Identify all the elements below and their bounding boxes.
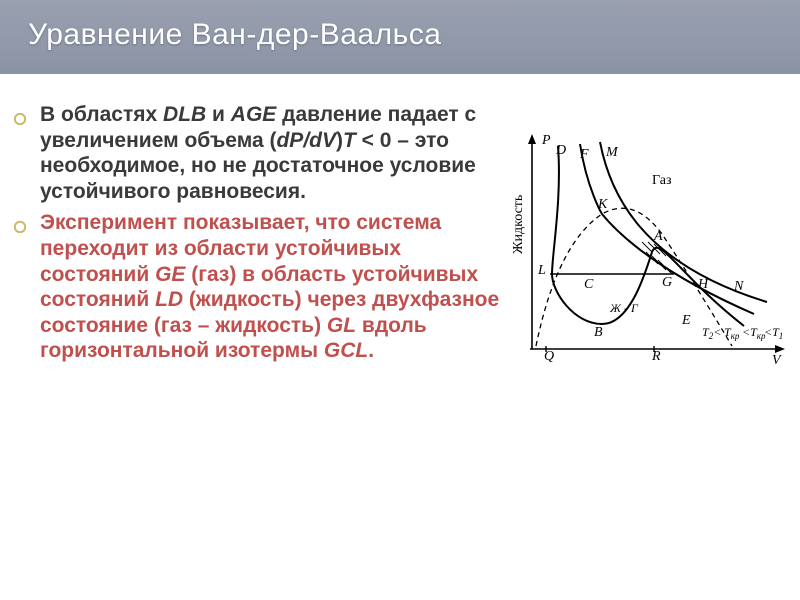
pv-diagram: P V [502, 124, 792, 374]
pv-diagram-svg: P V [502, 124, 792, 374]
svg-text:Ж - Г: Ж - Г [609, 301, 639, 315]
bullet-1: В областях DLB и AGE давление падает с у… [14, 102, 504, 204]
svg-text:<T1: <T1 [764, 325, 783, 341]
svg-text:G: G [662, 275, 672, 290]
svg-text:<Tкр: <Tкр [742, 325, 766, 341]
svg-text:M: M [605, 145, 619, 160]
text-column: В областях DLB и AGE давление падает с у… [14, 102, 504, 370]
svg-text:B: B [594, 325, 603, 340]
svg-text:T2<: T2< [702, 325, 721, 341]
slide-title: Уравнение Ван-дер-Ваальса [0, 0, 800, 74]
bullet-icon [14, 220, 30, 238]
slide-content: В областях DLB и AGE давление падает с у… [0, 74, 800, 370]
paragraph-2: Эксперимент показывает, что система пере… [40, 210, 504, 364]
svg-text:E: E [681, 313, 691, 328]
bullet-2: Эксперимент показывает, что система пере… [14, 210, 504, 364]
svg-text:K: K [597, 197, 608, 212]
diagram-column: P V [512, 102, 786, 370]
svg-text:D: D [555, 143, 566, 158]
svg-text:A: A [653, 229, 663, 244]
bullet-icon [14, 112, 30, 130]
paragraph-1: В областях DLB и AGE давление падает с у… [40, 102, 504, 204]
svg-text:C: C [584, 277, 594, 292]
svg-text:P: P [541, 133, 551, 148]
svg-text:F: F [579, 147, 589, 162]
svg-text:L: L [537, 263, 546, 278]
svg-text:H: H [697, 277, 709, 292]
svg-text:Газ: Газ [652, 173, 672, 188]
svg-text:Tкр: Tкр [724, 325, 740, 341]
svg-text:V: V [772, 353, 782, 368]
svg-text:N: N [733, 279, 744, 294]
svg-text:Жидкость: Жидкость [511, 195, 526, 254]
svg-text:R: R [651, 349, 661, 364]
